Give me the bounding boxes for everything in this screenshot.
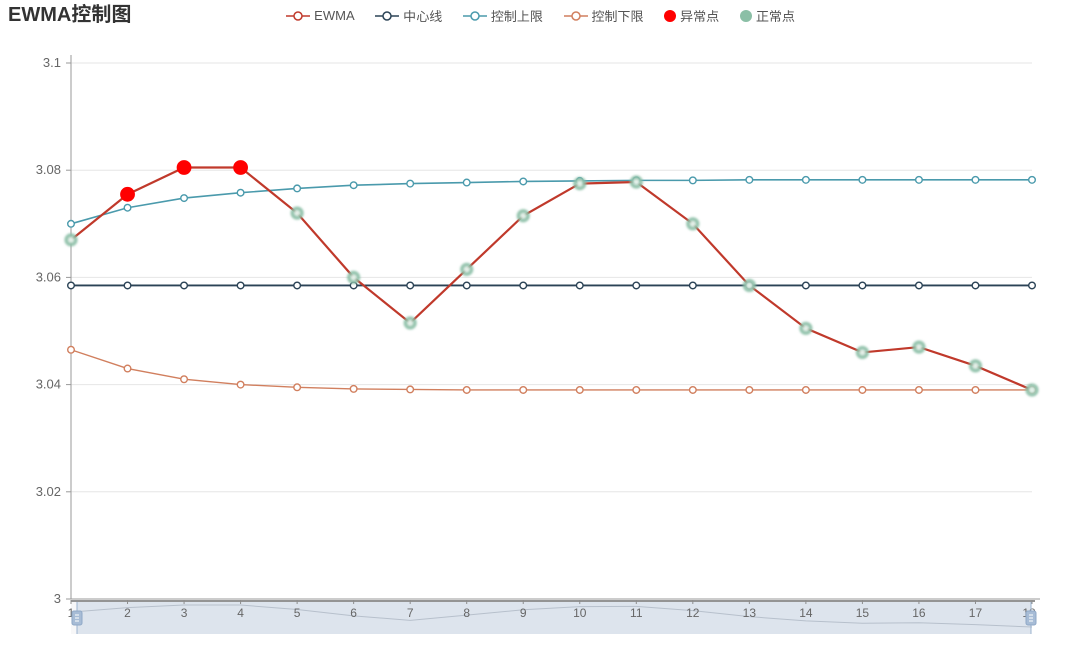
svg-text:3.1: 3.1 [43,55,61,70]
svg-text:2: 2 [124,606,131,620]
svg-text:3.08: 3.08 [36,162,61,177]
svg-text:3: 3 [181,606,188,620]
svg-text:12: 12 [686,606,700,620]
svg-text:3.06: 3.06 [36,269,61,284]
svg-text:10: 10 [573,606,587,620]
svg-text:14: 14 [799,606,813,620]
svg-text:13: 13 [743,606,757,620]
svg-text:15: 15 [856,606,870,620]
svg-text:9: 9 [520,606,527,620]
svg-text:16: 16 [912,606,926,620]
svg-text:6: 6 [350,606,357,620]
svg-text:8: 8 [463,606,470,620]
svg-text:11: 11 [630,606,643,620]
svg-text:7: 7 [407,606,414,620]
svg-text:4: 4 [237,606,244,620]
svg-text:17: 17 [969,606,983,620]
svg-text:3.04: 3.04 [36,377,61,392]
svg-text:3.02: 3.02 [36,484,61,499]
svg-text:5: 5 [294,606,301,620]
